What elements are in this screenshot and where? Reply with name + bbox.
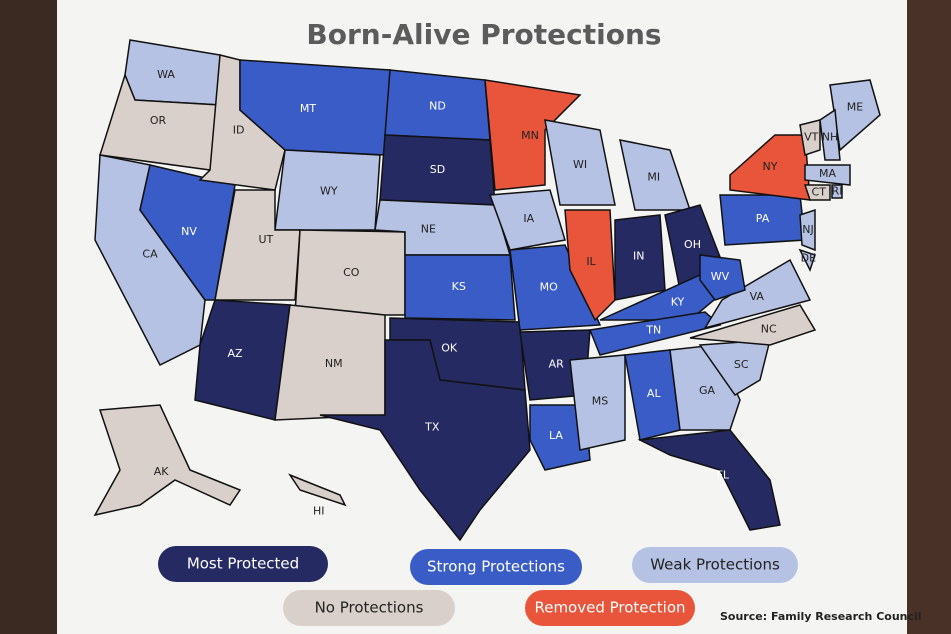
state-label: AK bbox=[154, 465, 170, 478]
legend-swatch bbox=[632, 547, 798, 583]
state-label: WI bbox=[573, 158, 587, 171]
state-label: IA bbox=[523, 212, 534, 225]
state-label: MO bbox=[540, 281, 558, 294]
state-label: RI bbox=[832, 185, 843, 198]
state-label: HI bbox=[313, 504, 325, 517]
legend: Most Protected Strong Protections Weak Pro… bbox=[158, 546, 798, 626]
state-label: SD bbox=[430, 163, 445, 176]
state-label: NJ bbox=[802, 223, 813, 236]
state bbox=[484, 79, 582, 191]
state bbox=[404, 254, 516, 321]
legend-label: Removed Protection bbox=[534, 599, 685, 617]
state bbox=[703, 258, 812, 330]
state-label: CA bbox=[142, 247, 158, 260]
state-label: AL bbox=[647, 387, 662, 400]
state bbox=[799, 208, 816, 252]
state bbox=[819, 108, 841, 161]
state-label: NE bbox=[421, 223, 436, 236]
legend-label: No Protections bbox=[315, 599, 424, 617]
state-label: NM bbox=[325, 357, 343, 370]
state-label: ME bbox=[847, 101, 863, 114]
state-label: GA bbox=[699, 384, 716, 397]
state-label: UT bbox=[258, 233, 273, 246]
map-title: Born-Alive Protections bbox=[306, 18, 661, 51]
state-label: WV bbox=[711, 270, 730, 283]
state-label: NY bbox=[763, 160, 778, 173]
state-label: MN bbox=[521, 129, 539, 142]
state-label: WA bbox=[157, 68, 175, 81]
state-label: IN bbox=[633, 249, 644, 262]
legend-label: Weak Protections bbox=[650, 556, 780, 574]
state-label: MI bbox=[647, 171, 660, 184]
state bbox=[699, 254, 746, 301]
state bbox=[803, 184, 831, 201]
source-note: Source: Family Research Council bbox=[720, 610, 922, 623]
state-label: VA bbox=[750, 290, 765, 303]
state-label: MA bbox=[819, 167, 836, 180]
state-label: LA bbox=[549, 429, 563, 442]
state bbox=[488, 189, 566, 251]
background-right bbox=[905, 0, 951, 634]
state-label: AZ bbox=[227, 347, 243, 360]
state-label: OR bbox=[150, 114, 167, 127]
legend-swatch bbox=[525, 590, 695, 626]
legend-swatch bbox=[410, 549, 582, 585]
legend-label: Strong Protections bbox=[427, 558, 565, 576]
state bbox=[804, 164, 851, 186]
state-label: AR bbox=[549, 357, 565, 370]
state bbox=[799, 119, 821, 156]
state-label: VT bbox=[804, 131, 819, 144]
state-label: OH bbox=[684, 238, 701, 251]
state-label: TX bbox=[424, 420, 440, 433]
state bbox=[689, 304, 817, 346]
state bbox=[588, 311, 722, 356]
background-left bbox=[0, 0, 60, 634]
state-label: WY bbox=[320, 184, 338, 197]
state-label: IL bbox=[586, 255, 596, 268]
state-label: NC bbox=[761, 323, 777, 336]
state-label: CT bbox=[812, 186, 827, 199]
state bbox=[509, 244, 602, 331]
state bbox=[798, 248, 816, 272]
state-label: TN bbox=[645, 324, 661, 337]
state bbox=[637, 429, 781, 531]
state-label: CO bbox=[343, 266, 360, 279]
state-label: ID bbox=[233, 124, 245, 137]
state-label: KY bbox=[671, 296, 685, 309]
state bbox=[831, 184, 843, 199]
state-label: FL bbox=[717, 469, 730, 482]
state-label: KS bbox=[452, 280, 466, 293]
state-label: ND bbox=[429, 99, 446, 112]
state-label: DE bbox=[801, 251, 816, 264]
state bbox=[544, 119, 616, 206]
state-label: MS bbox=[592, 394, 608, 407]
state bbox=[288, 473, 347, 507]
legend-swatch bbox=[158, 546, 328, 582]
state-label: PA bbox=[756, 212, 770, 225]
us-map: WA OR CA NV ID MT WY UT CO AZ NM ND SD NE KS OK TX MN IA MO… bbox=[93, 39, 881, 542]
state bbox=[319, 339, 531, 542]
legend-swatch bbox=[283, 590, 455, 626]
state bbox=[93, 404, 242, 517]
state-label: MT bbox=[300, 102, 316, 115]
state-label: NV bbox=[181, 225, 197, 238]
legend-label: Most Protected bbox=[187, 555, 299, 573]
state-label: SC bbox=[734, 358, 749, 371]
state bbox=[569, 354, 626, 451]
state bbox=[194, 299, 291, 421]
state bbox=[564, 209, 616, 322]
state-label: NH bbox=[822, 131, 839, 144]
state-label: OK bbox=[441, 341, 458, 354]
